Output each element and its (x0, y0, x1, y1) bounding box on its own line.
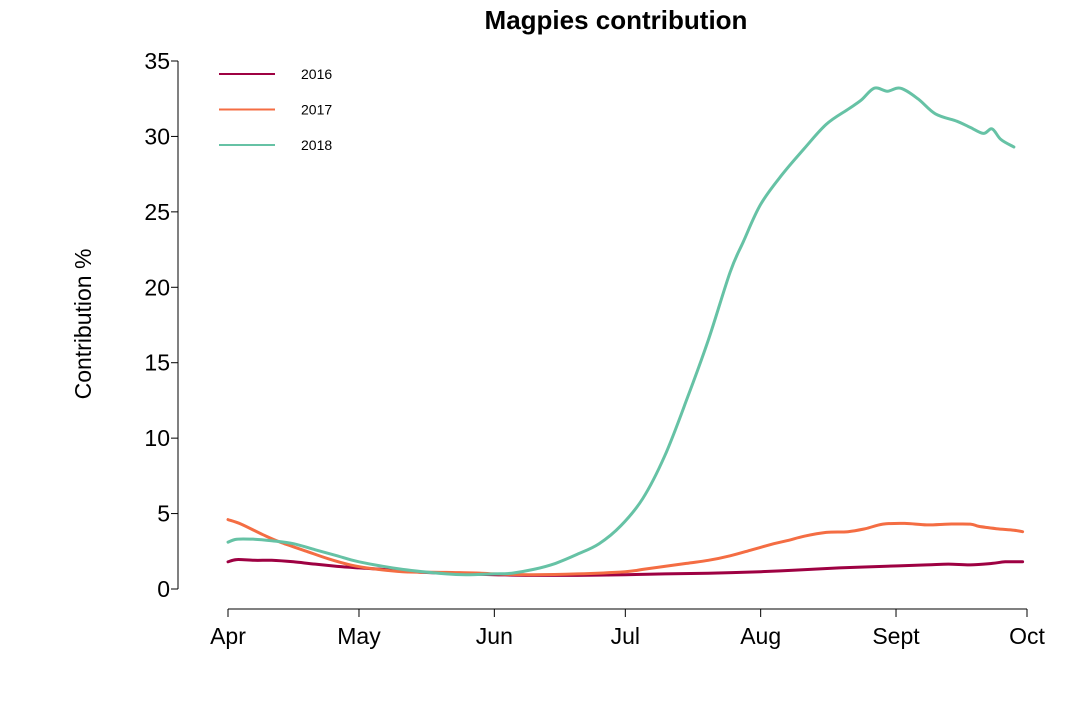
y-tick-label: 10 (144, 425, 170, 451)
x-tick-label: Aug (740, 623, 781, 649)
legend-label-2017: 2017 (301, 102, 332, 118)
y-tick-label: 0 (157, 576, 170, 602)
y-axis-title: Contribution % (70, 249, 96, 400)
y-tick-label: 20 (144, 274, 170, 300)
y-axis: 0 5 10 15 20 25 30 35 (144, 48, 179, 602)
y-tick-label: 35 (144, 48, 170, 74)
series-line-2017 (226, 518, 1025, 577)
y-tick-label: 5 (157, 501, 170, 527)
legend-label-2016: 2016 (301, 66, 332, 82)
chart-title: Magpies contribution (485, 5, 748, 35)
x-tick-label: Jun (476, 623, 513, 649)
plot-lines (226, 86, 1025, 577)
x-tick-label: May (337, 623, 381, 649)
legend-label-2018: 2018 (301, 137, 332, 153)
x-tick-label: Sept (872, 623, 920, 649)
x-tick-label: Apr (210, 623, 246, 649)
series-line-2018 (226, 86, 1016, 577)
x-tick-label: Oct (1009, 623, 1045, 649)
legend: 2016 2017 2018 (219, 66, 332, 153)
y-tick-label: 30 (144, 123, 170, 149)
y-tick-label: 25 (144, 199, 170, 225)
x-tick-label: Jul (611, 623, 640, 649)
y-tick-label: 15 (144, 350, 170, 376)
x-axis: Apr May Jun Jul Aug Sept Oct (210, 608, 1045, 649)
